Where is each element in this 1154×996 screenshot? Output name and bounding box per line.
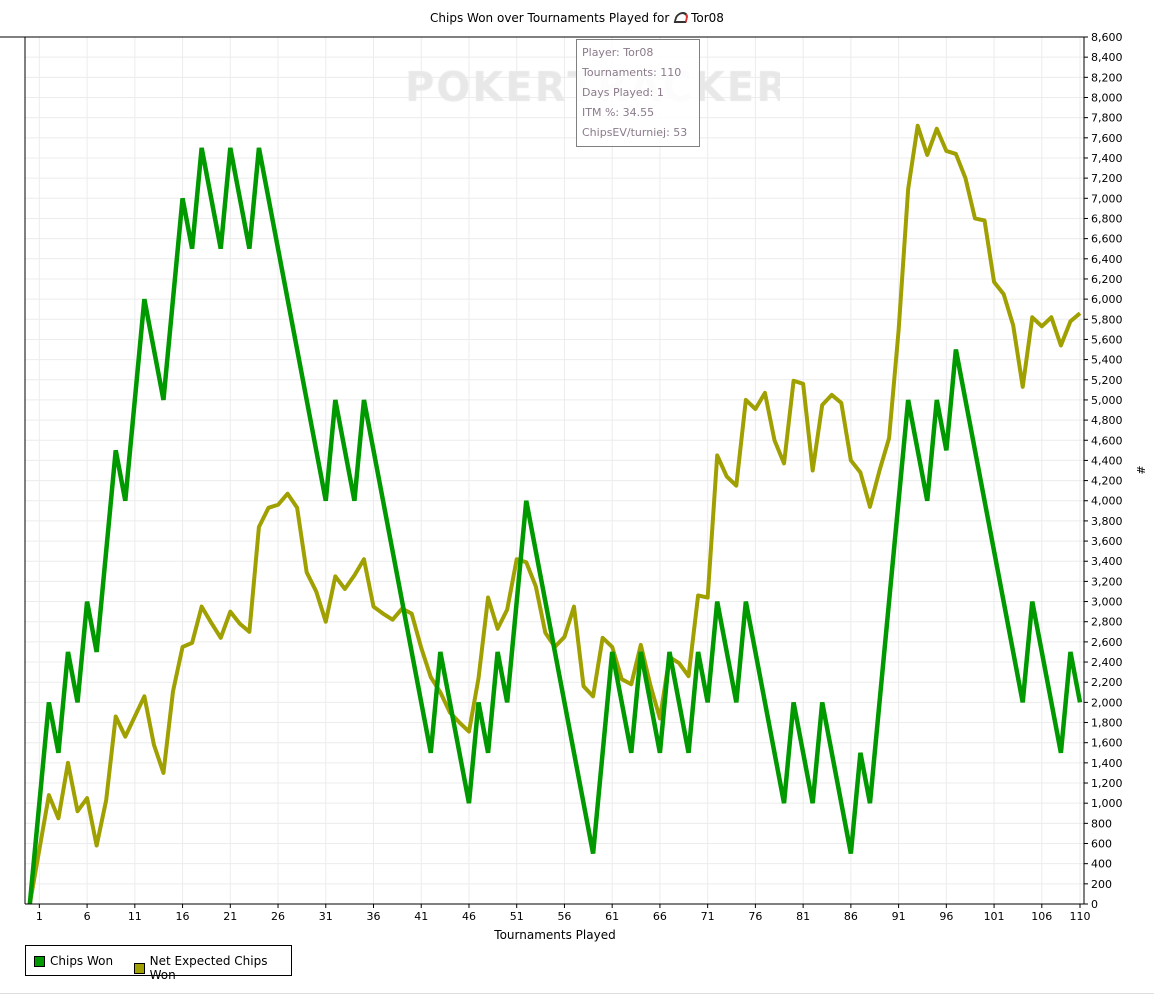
x-tick-label: 61: [605, 910, 619, 923]
y-tick-label: 8,000: [1091, 91, 1123, 104]
player-site-icon: [673, 12, 690, 23]
x-tick-label: 46: [462, 910, 476, 923]
y-tick-label: 2,200: [1091, 676, 1123, 689]
x-tick-label: 11: [128, 910, 142, 923]
info-player: Player: Tor08: [582, 46, 654, 59]
series-lines: [27, 123, 1083, 905]
x-tick-label: 6: [84, 910, 91, 923]
x-tick-label: 31: [319, 910, 333, 923]
y-tick-label: 1,200: [1091, 777, 1123, 790]
y-tick-label: 0: [1091, 898, 1098, 911]
y-tick-label: 4,600: [1091, 434, 1123, 447]
series-line-net-expected-chips-won: [27, 123, 1082, 905]
y-tick-label: 4,000: [1091, 495, 1123, 508]
y-tick-label: 3,800: [1091, 515, 1123, 528]
legend-label: Net Expected Chips Won: [149, 954, 268, 982]
y-tick-label: 5,600: [1091, 333, 1123, 346]
info-itm: ITM %: 34.55: [582, 106, 655, 119]
y-tick-label: 6,800: [1091, 212, 1123, 225]
y-tick-label: 3,400: [1091, 555, 1123, 568]
x-tick-label: 51: [510, 910, 524, 923]
legend-item-chips-won[interactable]: Chips Won: [34, 954, 113, 968]
y-tick-label: 1,000: [1091, 797, 1123, 810]
divider: [0, 993, 1154, 994]
y-tick-label: 8,600: [1091, 31, 1123, 44]
y-tick-label: 7,600: [1091, 132, 1123, 145]
y-tick-label: 7,000: [1091, 192, 1123, 205]
x-tick-label: 101: [984, 910, 1005, 923]
y-tick-label: 400: [1091, 858, 1112, 871]
chart-title: Chips Won over Tournaments Played for To…: [0, 11, 1154, 25]
legend-item-net-expected[interactable]: Net Expected Chips Won: [134, 954, 291, 982]
grid: [25, 36, 1084, 905]
y-tick-label: 3,000: [1091, 596, 1123, 609]
y-axis-label: #: [1134, 465, 1147, 474]
y-tick-label: 200: [1091, 878, 1112, 891]
legend-swatch-chips-won: [34, 955, 45, 967]
x-tick-label: 66: [653, 910, 667, 923]
stats-info-box: Player: Tor08 Tournaments: 110 Days Play…: [576, 39, 700, 147]
axes: 0 200 400 600 800 1,000 1,200 1,400 1,600 1,800 2,…: [0, 31, 1123, 923]
legend-label: Chips Won: [50, 954, 114, 968]
x-tick-label: 106: [1031, 910, 1052, 923]
y-tick-label: 8,400: [1091, 51, 1123, 64]
x-tick-label: 86: [844, 910, 858, 923]
y-tick-label: 2,800: [1091, 616, 1123, 629]
y-tick-label: 7,200: [1091, 172, 1123, 185]
y-tick-label: 5,000: [1091, 394, 1123, 407]
y-tick-label: 1,600: [1091, 737, 1123, 750]
y-tick-label: 4,200: [1091, 475, 1123, 488]
chart-title-player: Tor08: [691, 11, 724, 25]
x-tick-label: 56: [557, 910, 571, 923]
y-tick-label: 3,600: [1091, 535, 1123, 548]
x-tick-label: 96: [939, 910, 953, 923]
info-tournaments: Tournaments: 110: [582, 66, 682, 79]
y-tick-label: 4,800: [1091, 414, 1123, 427]
y-tick-label: 5,800: [1091, 313, 1123, 326]
y-tick-label: 7,400: [1091, 152, 1123, 165]
x-tick-label: 81: [796, 910, 810, 923]
y-tick-label: 6,200: [1091, 273, 1123, 286]
y-tick-label: 1,800: [1091, 717, 1123, 730]
y-tick-label: 5,200: [1091, 374, 1123, 387]
y-tick-label: 2,400: [1091, 656, 1123, 669]
y-tick-label: 6,400: [1091, 253, 1123, 266]
y-tick-label: 6,600: [1091, 233, 1123, 246]
x-tick-label: 36: [367, 910, 381, 923]
y-tick-label: 8,200: [1091, 71, 1123, 84]
y-tick-label: 6,000: [1091, 293, 1123, 306]
x-tick-label: 26: [271, 910, 285, 923]
x-tick-label: 41: [414, 910, 428, 923]
legend-swatch-net-expected: [134, 962, 145, 974]
y-tick-label: 600: [1091, 838, 1112, 851]
x-tick-label: 16: [176, 910, 190, 923]
x-axis-label: Tournaments Played: [493, 928, 615, 942]
info-chipsev: ChipsEV/turniej: 53: [582, 126, 688, 139]
x-tick-label: 71: [701, 910, 715, 923]
y-tick-label: 2,000: [1091, 696, 1123, 709]
y-tick-label: 800: [1091, 817, 1112, 830]
chart-title-text: Chips Won over Tournaments Played for: [430, 11, 670, 25]
legend: Chips Won Net Expected Chips Won: [25, 945, 292, 982]
x-tick-label: 110: [1070, 910, 1091, 923]
x-tick-label: 76: [748, 910, 762, 923]
x-tick-label: 21: [223, 910, 237, 923]
x-tick-label: 1: [36, 910, 43, 923]
y-tick-label: 3,200: [1091, 575, 1123, 588]
y-tick-label: 2,600: [1091, 636, 1123, 649]
y-tick-label: 5,400: [1091, 354, 1123, 367]
x-tick-label: 91: [892, 910, 906, 923]
y-tick-label: 4,400: [1091, 454, 1123, 467]
info-days-played: Days Played: 1: [582, 86, 664, 99]
y-tick-label: 7,800: [1091, 112, 1123, 125]
series-line-chips-won: [27, 147, 1083, 905]
y-tick-label: 1,400: [1091, 757, 1123, 770]
